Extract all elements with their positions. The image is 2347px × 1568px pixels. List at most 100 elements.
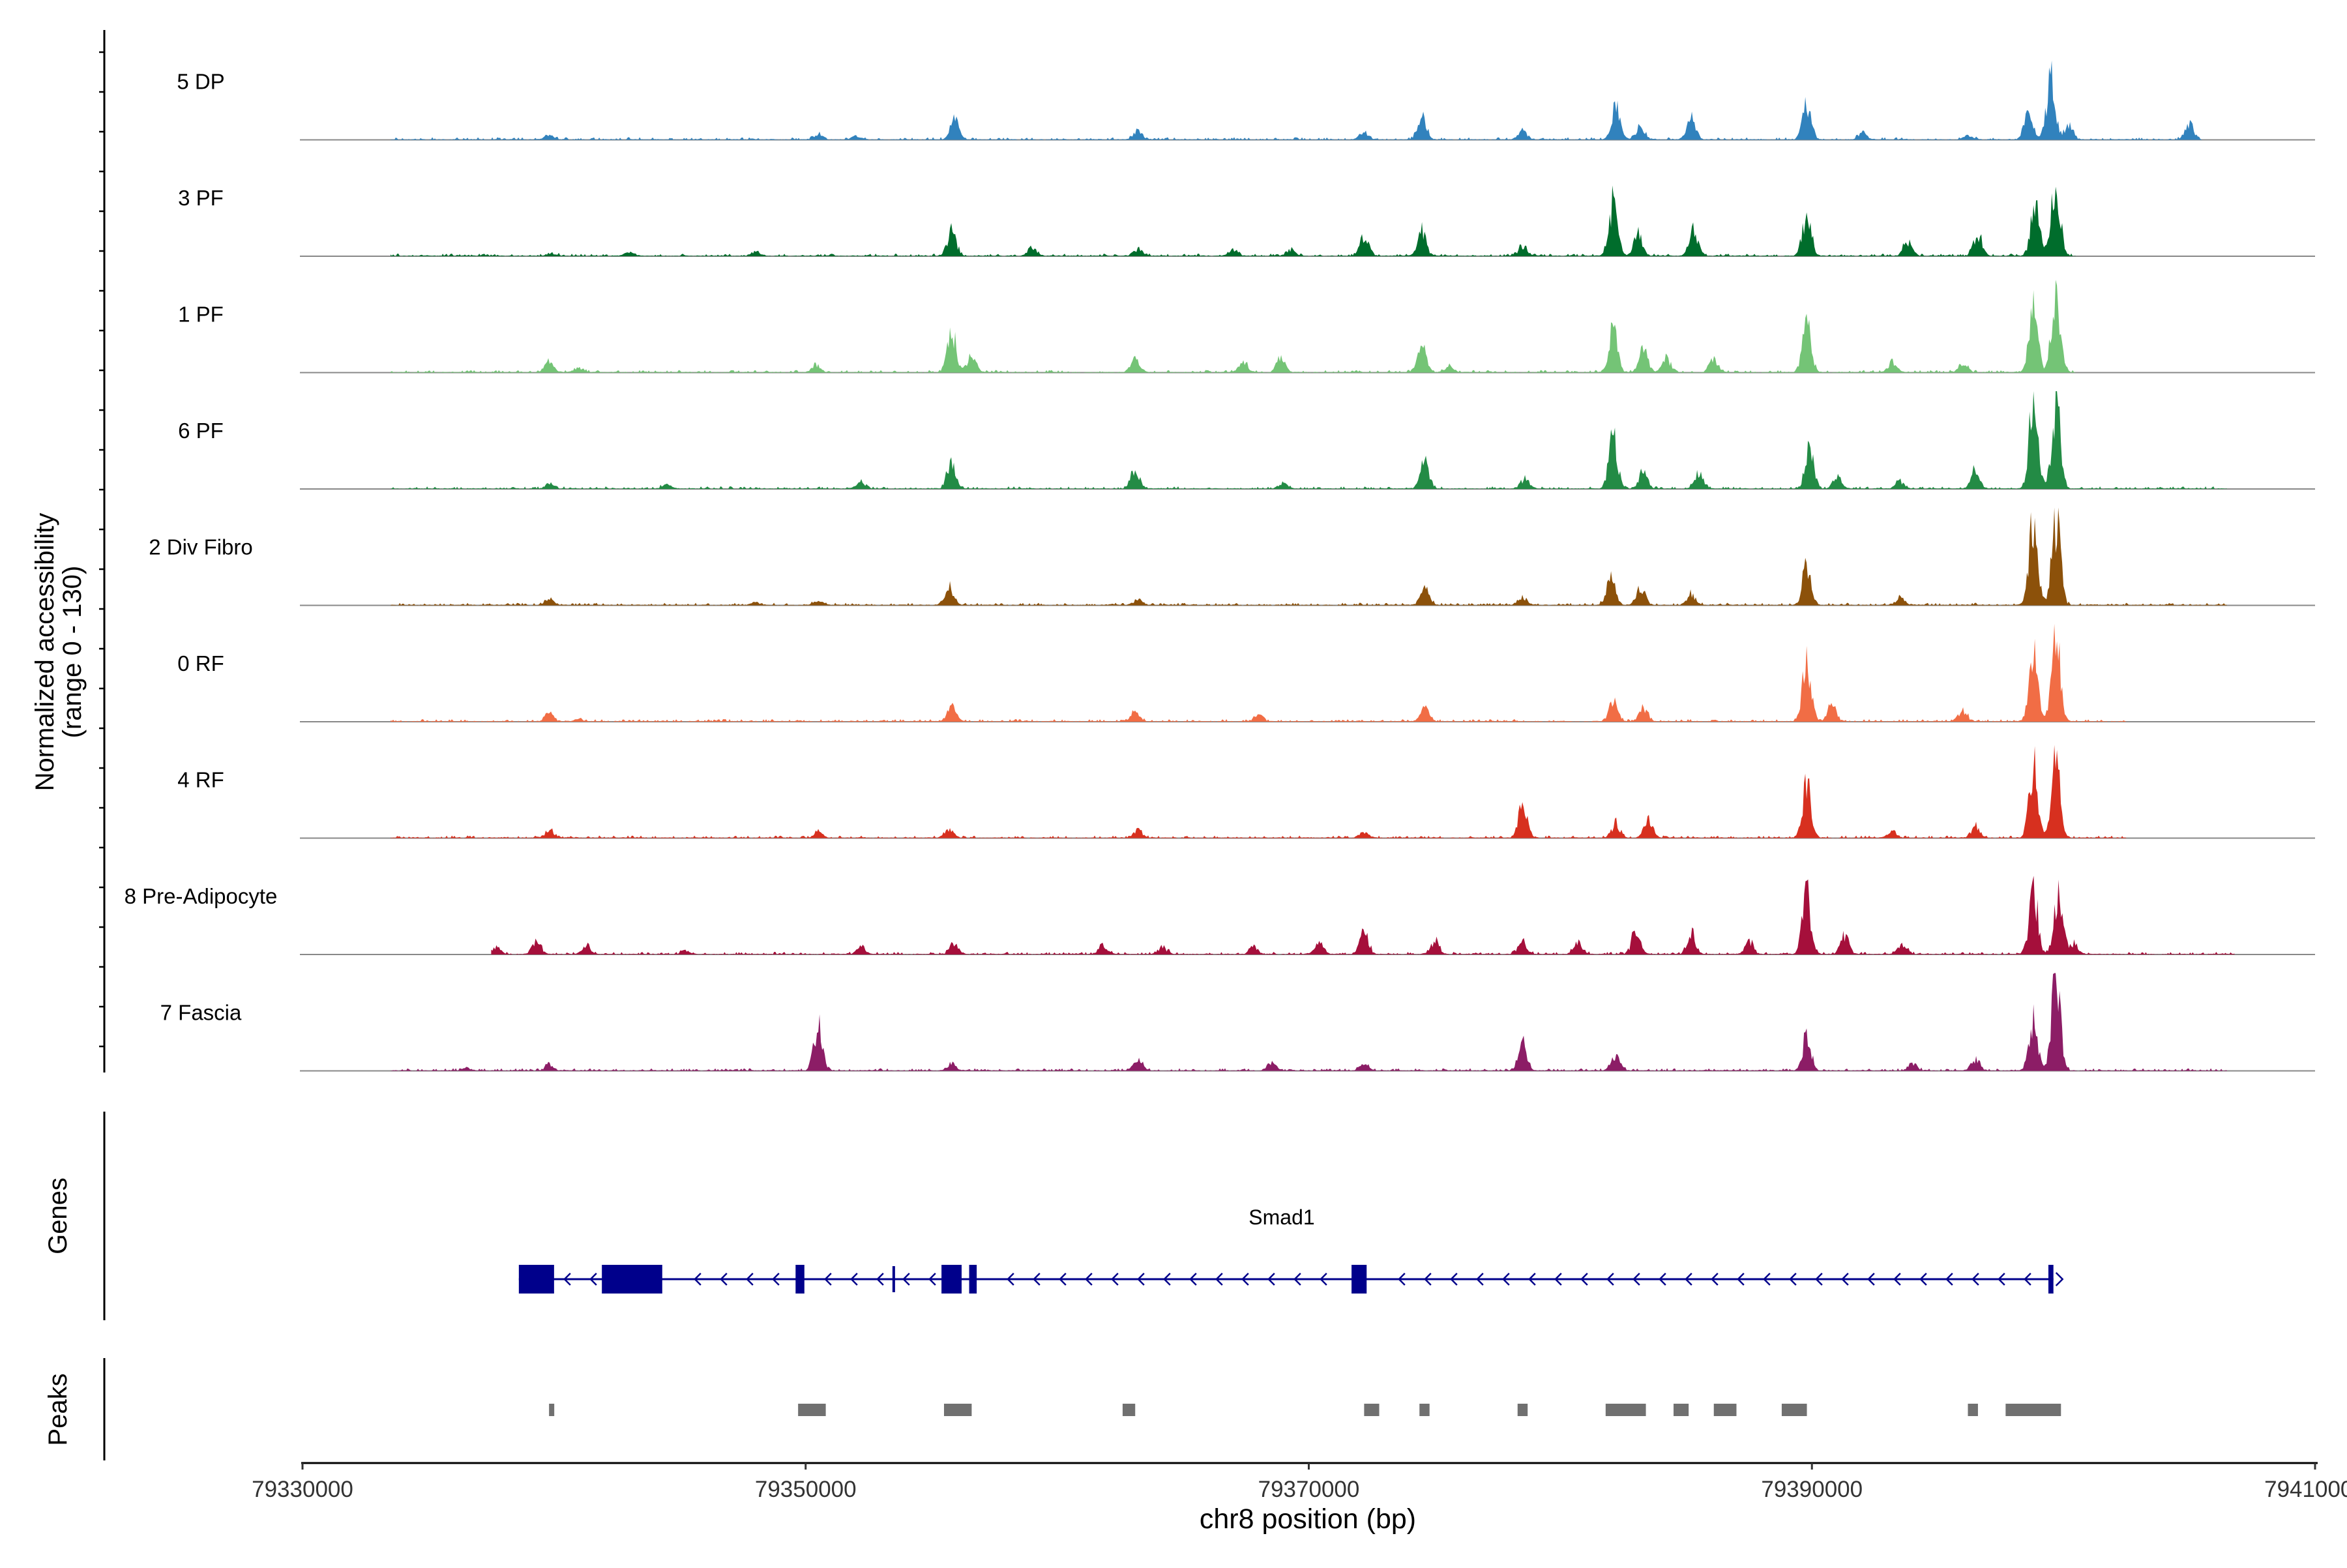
strand-arrow <box>1059 1273 1067 1286</box>
strand-arrow <box>928 1273 936 1286</box>
coverage-y-ticks <box>99 51 104 1048</box>
coverage-area <box>391 185 2076 256</box>
gene-exon <box>602 1265 662 1294</box>
strand-arrow <box>1137 1273 1145 1286</box>
strand-arrow <box>563 1273 571 1286</box>
track-8-pre-adipocyte: 8 Pre-Adipocyte <box>125 876 2315 955</box>
gene-exon <box>518 1265 554 1294</box>
strand-arrow <box>1554 1273 1562 1286</box>
peak-region <box>1674 1404 1689 1416</box>
strand-arrow <box>1659 1273 1666 1286</box>
strand-arrow <box>1763 1273 1771 1286</box>
strand-arrow <box>1085 1273 1093 1286</box>
gene-name-label: Smad1 <box>1248 1206 1314 1229</box>
track-label: 3 PF <box>178 186 224 210</box>
track-0-rf: 0 RF <box>177 624 2315 722</box>
coverage-area <box>391 973 2227 1071</box>
coverage-area <box>391 745 2127 838</box>
track-label: 1 PF <box>178 303 224 327</box>
strand-arrow <box>746 1273 754 1286</box>
strand-arrow <box>1293 1273 1301 1286</box>
coverage-area <box>391 280 2076 373</box>
x-axis-tick-label: 79410000 <box>2264 1477 2347 1502</box>
strand-arrow <box>1424 1273 1432 1286</box>
strand-arrow <box>1215 1273 1223 1286</box>
strand-arrow <box>1267 1273 1275 1286</box>
strand-arrow <box>720 1273 728 1286</box>
peak-region <box>1713 1404 1737 1416</box>
gene-model-smad1 <box>518 1265 2064 1294</box>
strand-arrow <box>824 1273 832 1286</box>
y-axis-label-line1: Normalized accessibility <box>31 513 59 791</box>
gene-end-arrow <box>2055 1272 2064 1286</box>
strand-arrow <box>1033 1273 1041 1286</box>
strand-arrow <box>1815 1273 1823 1286</box>
x-axis-ticks: 79330000 79350000 79370000 79390000 79410000 <box>252 1463 2347 1502</box>
strand-arrow <box>1737 1273 1745 1286</box>
gene-exon-small <box>892 1266 895 1292</box>
track-3-pf: 3 PF <box>178 185 2315 257</box>
gene-exon <box>2048 1265 2054 1294</box>
gene-exon <box>1351 1265 1367 1294</box>
track-label: 2 Div Fibro <box>149 535 253 559</box>
peak-region <box>1968 1404 1978 1416</box>
peak-region <box>1517 1404 1528 1416</box>
peak-region <box>1419 1404 1430 1416</box>
strand-arrow <box>850 1273 858 1286</box>
track-4-rf: 4 RF <box>177 745 2315 839</box>
strand-arrow <box>1998 1273 2005 1286</box>
strand-arrow <box>1945 1273 1953 1286</box>
gene-exon <box>941 1265 962 1294</box>
y-axis-label-line2: (range 0 - 130) <box>58 566 87 739</box>
strand-arrow <box>1163 1273 1171 1286</box>
track-label: 6 PF <box>178 419 224 443</box>
peak-region <box>1605 1404 1646 1416</box>
coverage-tracks: 5 DP 3 PF 1 PF 6 PF 2 Div Fibro 0 RF 4 RF 8 Pre… <box>125 60 2315 1072</box>
strand-arrow <box>1320 1273 1327 1286</box>
strand-arrow <box>1711 1273 1719 1286</box>
strand-arrow <box>1606 1273 1614 1286</box>
x-axis-label: chr8 position (bp) <box>1200 1503 1416 1535</box>
track-7-fascia: 7 Fascia <box>160 973 2315 1072</box>
track-label: 5 DP <box>177 70 224 94</box>
strand-arrow <box>1007 1273 1014 1286</box>
coverage-area <box>391 507 2227 606</box>
strand-arrow <box>2024 1273 2031 1286</box>
x-axis-tick-label: 79370000 <box>1258 1477 1360 1502</box>
track-label: 8 Pre-Adipocyte <box>125 884 278 908</box>
track-6-pf: 6 PF <box>178 391 2315 490</box>
x-axis-tick-label: 79390000 <box>1761 1477 1863 1502</box>
peak-region <box>549 1404 555 1416</box>
coverage-area <box>391 624 2127 722</box>
strand-arrow <box>589 1273 597 1286</box>
strand-arrow <box>1476 1273 1484 1286</box>
strand-arrow <box>694 1273 701 1286</box>
strand-arrow <box>1502 1273 1510 1286</box>
strand-arrow <box>1685 1273 1692 1286</box>
strand-arrow <box>902 1273 910 1286</box>
strand-arrow <box>1632 1273 1640 1286</box>
strand-arrow <box>772 1273 780 1286</box>
strand-arrow <box>876 1273 884 1286</box>
strand-arrow <box>1450 1273 1458 1286</box>
strand-arrow <box>1893 1273 1901 1286</box>
track-1-pf: 1 PF <box>178 280 2315 374</box>
peak-region <box>1364 1404 1380 1416</box>
track-label: 7 Fascia <box>160 1001 242 1025</box>
strand-arrow <box>1111 1273 1119 1286</box>
track-label: 0 RF <box>177 651 224 675</box>
genes-panel-label: Genes <box>44 1177 72 1254</box>
peaks-panel-label: Peaks <box>44 1373 72 1445</box>
coverage-area <box>391 391 2227 489</box>
strand-arrow <box>1919 1273 1927 1286</box>
coverage-area <box>391 60 2202 140</box>
gene-exon <box>969 1265 977 1294</box>
x-axis-tick-label: 79350000 <box>755 1477 857 1502</box>
strand-arrow <box>1241 1273 1249 1286</box>
track-label: 4 RF <box>177 768 224 792</box>
peak-region <box>1122 1404 1136 1416</box>
peak-region <box>943 1404 972 1416</box>
coverage-area <box>491 876 2235 954</box>
